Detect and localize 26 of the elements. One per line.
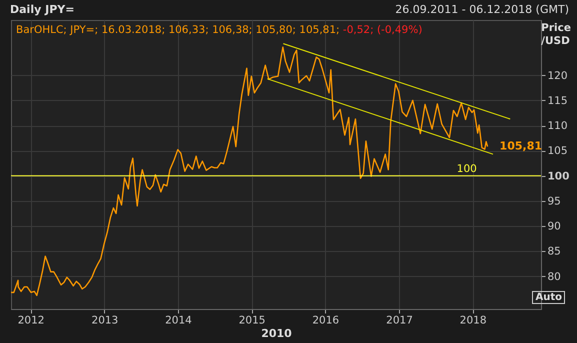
ref-line-label: 100 xyxy=(456,162,477,175)
x-tick-label: 2018 xyxy=(460,314,486,326)
chart-subtitle: 26.09.2011 - 06.12.2018 (GMT) xyxy=(395,3,569,16)
chart-title: Daily JPY= xyxy=(10,3,74,16)
y-tick-label: 105 xyxy=(548,145,568,158)
x-tick-label: 2015 xyxy=(238,314,266,326)
y-tick-label: 110 xyxy=(548,120,568,132)
x-tick-label: 2013 xyxy=(92,314,118,326)
x-tick-label: 2012 xyxy=(18,314,44,326)
x-tick-label: 2016 xyxy=(312,314,340,326)
y-tick-label: 100 xyxy=(548,170,570,182)
y-tick-label: 80 xyxy=(548,270,561,283)
y-tick-label: 85 xyxy=(548,246,561,258)
y-axis-title: Price /USD xyxy=(541,22,571,48)
annotation: -0,52; (-0,49%) xyxy=(342,24,422,36)
y-tick-label: 120 xyxy=(548,70,568,82)
x-tick-label: 2014 xyxy=(165,314,192,326)
x-axis-title: 2010 xyxy=(261,327,292,340)
annotation: 105,81 xyxy=(500,140,542,153)
x-tick-label: 2017 xyxy=(386,314,413,326)
y-tick-label: 90 xyxy=(548,220,561,233)
annotation: Auto xyxy=(532,291,565,304)
annotation: BarOHLC; JPY=; 16.03.2018; 106,33; 106,38; 105,80; 105,81; xyxy=(16,24,340,36)
y-tick-label: 115 xyxy=(548,94,568,107)
y-tick-label: 95 xyxy=(548,195,561,208)
line-series xyxy=(11,46,488,296)
